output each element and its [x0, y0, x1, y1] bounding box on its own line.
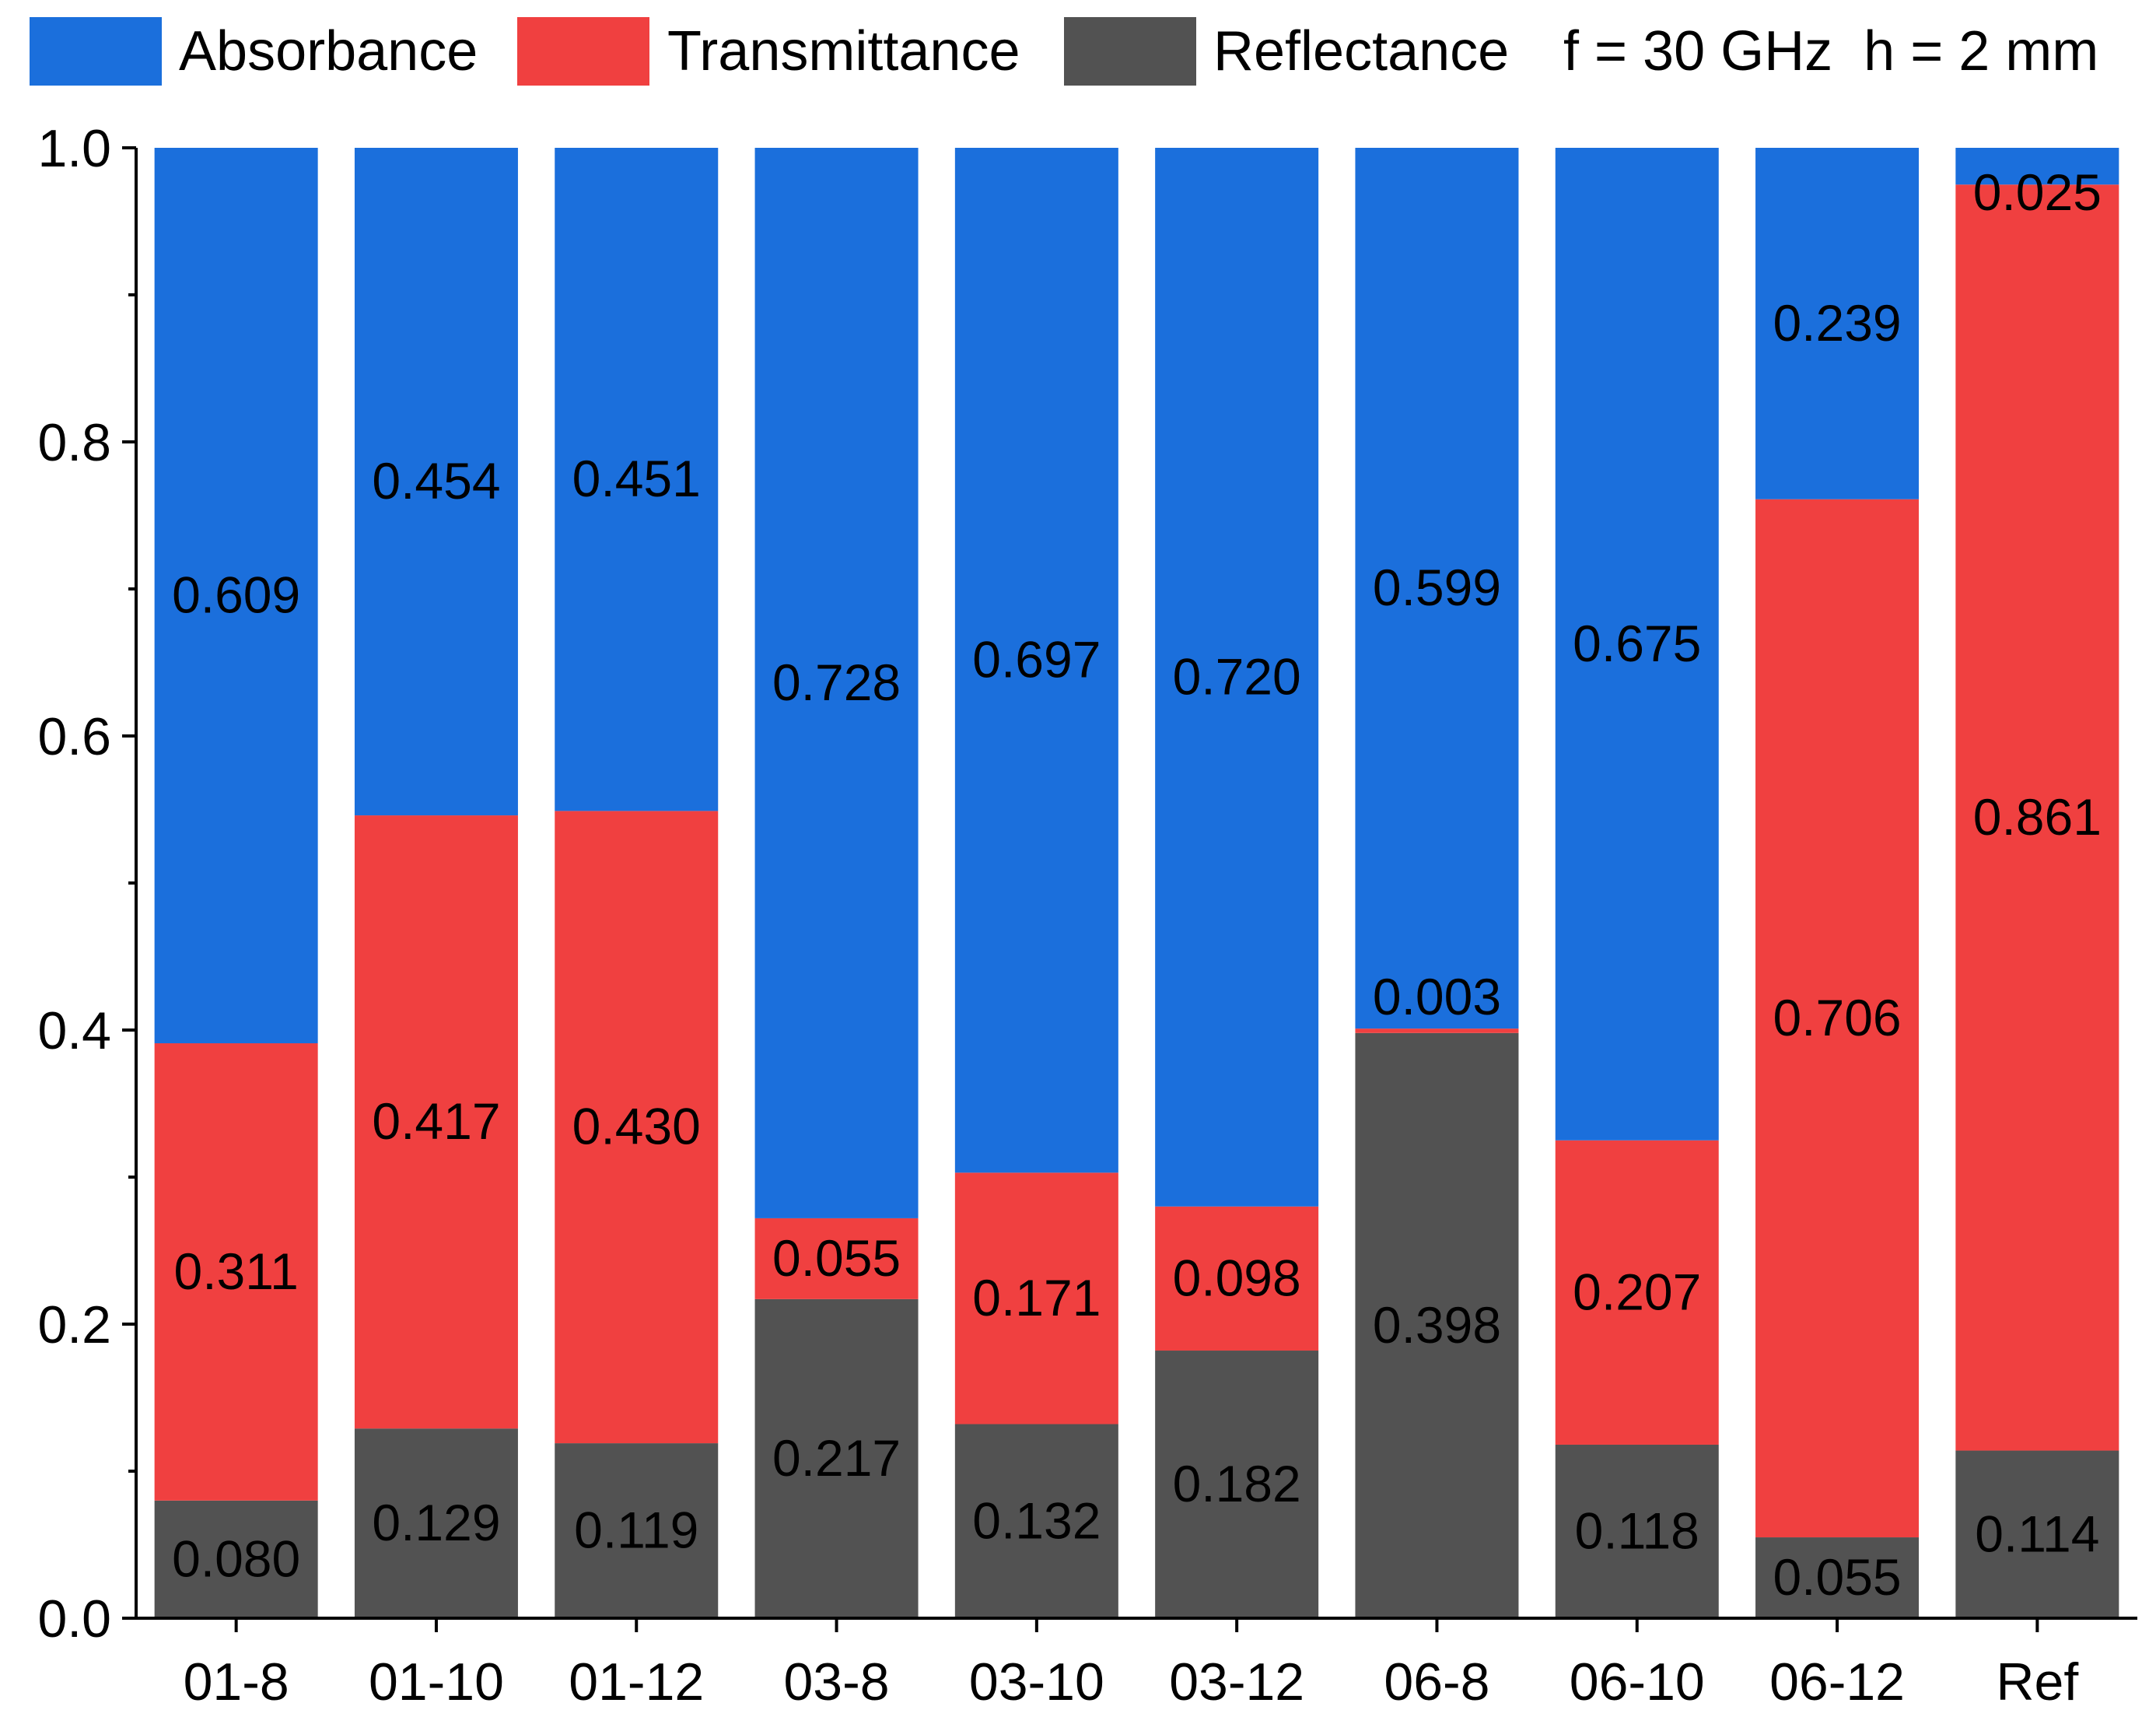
value-label-absorbance-03-12: 0.720	[1173, 647, 1301, 705]
value-label-reflectance-03-10: 0.132	[972, 1491, 1101, 1549]
bar-transmittance-06-10	[1555, 1140, 1719, 1445]
bar-absorbance-06-10	[1555, 148, 1719, 1141]
x-tick-label-01-10: 01-10	[369, 1652, 504, 1712]
legend-item-absorbance: Absorbance	[30, 17, 478, 86]
legend-label-transmittance: Transmittance	[667, 20, 1020, 82]
legend-swatch-reflectance	[1064, 17, 1196, 86]
value-label-absorbance-01-10: 0.454	[372, 452, 500, 510]
bar-reflectance-03-10	[954, 1424, 1118, 1618]
chart-annotation: f = 30 GHz h = 2 mm	[1563, 20, 2098, 82]
value-label-reflectance-01-8: 0.080	[172, 1530, 300, 1587]
x-tick-label-01-8: 01-8	[184, 1652, 289, 1712]
bar-reflectance-06-8	[1355, 1032, 1519, 1618]
bar-absorbance-Ref	[1955, 148, 2119, 185]
value-label-absorbance-06-12: 0.239	[1773, 294, 1901, 352]
bar-transmittance-01-10	[354, 815, 518, 1429]
bar-reflectance-06-12	[1755, 1537, 1920, 1618]
value-label-absorbance-06-10: 0.675	[1573, 615, 1701, 672]
bar-transmittance-03-12	[1155, 1206, 1319, 1351]
value-label-reflectance-03-8: 0.217	[772, 1429, 901, 1487]
y-tick-label: 0.2	[37, 1295, 111, 1354]
bar-transmittance-Ref	[1955, 184, 2119, 1451]
x-tick-label-Ref: Ref	[1996, 1652, 2078, 1712]
bar-reflectance-01-10	[354, 1428, 518, 1618]
y-tick-label: 0.0	[37, 1589, 111, 1649]
value-label-reflectance-01-12: 0.119	[574, 1501, 698, 1559]
y-tick-label: 0.8	[37, 413, 111, 472]
value-label-transmittance-03-10: 0.171	[972, 1269, 1101, 1326]
bar-reflectance-03-8	[754, 1298, 919, 1618]
x-tick-label-03-10: 03-10	[969, 1652, 1104, 1712]
legend-label-absorbance: Absorbance	[179, 20, 478, 82]
value-label-absorbance-03-8: 0.728	[772, 654, 901, 711]
bar-absorbance-03-8	[754, 148, 919, 1218]
legend-item-reflectance: Reflectance	[1064, 17, 1509, 86]
value-label-transmittance-06-8: 0.003	[1373, 968, 1501, 1025]
value-label-reflectance-06-8: 0.398	[1373, 1296, 1501, 1354]
bar-transmittance-06-8	[1355, 1028, 1519, 1033]
x-tick-label-03-8: 03-8	[783, 1652, 889, 1712]
x-tick-label-06-8: 06-8	[1384, 1652, 1489, 1712]
bar-reflectance-06-10	[1555, 1444, 1719, 1618]
value-label-transmittance-01-12: 0.430	[572, 1098, 701, 1155]
x-tick-label-03-12: 03-12	[1169, 1652, 1304, 1712]
bar-transmittance-01-12	[555, 811, 719, 1444]
y-tick-label: 1.0	[37, 119, 111, 178]
legend: Absorbance Transmittance Reflectance f = 30…	[30, 17, 2098, 86]
bar-absorbance-06-8	[1355, 148, 1519, 1029]
bar-reflectance-03-12	[1155, 1351, 1319, 1618]
x-tick-label-01-12: 01-12	[569, 1652, 704, 1712]
bar-transmittance-01-8	[154, 1043, 318, 1501]
segment-labels-group: 0.080 0.311 0.609 0.129 0.417 0.454 0.119 0.430…	[172, 163, 2102, 1606]
bar-reflectance-01-8	[154, 1500, 318, 1618]
bar-absorbance-01-12	[555, 148, 719, 811]
x-tick-label-06-10: 06-10	[1570, 1652, 1705, 1712]
value-label-transmittance-03-8: 0.055	[772, 1229, 901, 1287]
value-label-transmittance-06-12: 0.706	[1773, 989, 1901, 1046]
value-label-transmittance-Ref: 0.861	[1973, 788, 2102, 846]
value-label-absorbance-Ref: 0.025	[1973, 163, 2102, 221]
bar-absorbance-01-10	[354, 148, 518, 816]
x-tick-label-06-12: 06-12	[1769, 1652, 1905, 1712]
legend-item-transmittance: Transmittance	[517, 17, 1020, 86]
bar-absorbance-06-12	[1755, 148, 1920, 499]
value-label-absorbance-01-8: 0.609	[172, 566, 300, 624]
value-label-reflectance-03-12: 0.182	[1173, 1455, 1301, 1512]
bar-absorbance-03-10	[954, 148, 1118, 1173]
bar-transmittance-03-8	[754, 1218, 919, 1299]
legend-label-reflectance: Reflectance	[1213, 20, 1509, 82]
bar-transmittance-06-12	[1755, 499, 1920, 1538]
value-label-absorbance-03-10: 0.697	[972, 631, 1101, 689]
value-label-absorbance-06-8: 0.599	[1373, 559, 1501, 616]
bar-reflectance-01-12	[555, 1443, 719, 1618]
axes-group: 0.0 0.2 0.4 0.6 0.8 1.0 01-8 01-10 01-12 03-8 03-1…	[37, 119, 2137, 1712]
value-label-transmittance-06-10: 0.207	[1573, 1263, 1701, 1320]
value-label-transmittance-01-10: 0.417	[372, 1092, 500, 1150]
y-tick-label: 0.4	[37, 1001, 111, 1060]
value-label-absorbance-01-12: 0.451	[572, 450, 701, 507]
bar-absorbance-03-12	[1155, 148, 1319, 1207]
value-label-reflectance-01-10: 0.129	[372, 1494, 500, 1551]
bar-reflectance-Ref	[1955, 1450, 2119, 1618]
bar-transmittance-03-10	[954, 1172, 1118, 1424]
value-label-transmittance-03-12: 0.098	[1173, 1249, 1301, 1306]
bars-group	[154, 148, 2119, 1618]
value-label-reflectance-06-12: 0.055	[1773, 1548, 1901, 1606]
bar-absorbance-01-8	[154, 148, 318, 1044]
legend-swatch-transmittance	[517, 17, 649, 86]
value-label-reflectance-06-10: 0.118	[1575, 1501, 1699, 1559]
value-label-reflectance-Ref: 0.114	[1975, 1505, 2099, 1562]
y-tick-label: 0.6	[37, 707, 111, 766]
value-label-transmittance-01-8: 0.311	[174, 1242, 299, 1300]
legend-swatch-absorbance	[30, 17, 162, 86]
